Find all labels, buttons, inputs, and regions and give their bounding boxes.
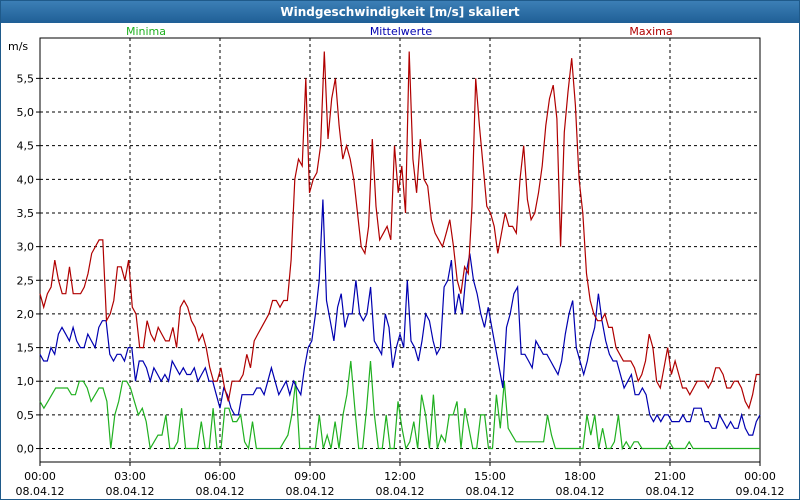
y-tick-label: 2,5 [17,274,35,287]
y-tick-label: 2,0 [17,308,35,321]
x-tick-time: 18:00 [564,470,596,483]
series-line-maxima [39,51,760,410]
x-tick-date: 08.04.12 [376,485,425,498]
chart-title: Windgeschwindigkeit [m/s] skaliert [1,1,799,23]
x-tick-date: 08.04.12 [646,485,695,498]
y-tick-label: 0,5 [17,409,35,422]
x-tick-time: 21:00 [654,470,686,483]
x-tick-date: 08.04.12 [286,485,335,498]
y-tick-label: 4,5 [17,140,35,153]
y-tick-label: 3,5 [17,207,35,220]
legend: Minima Mittelwerte Maxima [126,25,673,38]
legend-entry-mittelwerte: Mittelwerte [370,25,433,38]
x-tick-date: 08.04.12 [196,485,245,498]
series-lines [39,51,761,451]
y-tick-label: 5,5 [17,72,35,85]
x-tick-time: 15:00 [474,470,506,483]
legend-entry-minima: Minima [126,25,166,38]
x-tick-date: 08.04.12 [106,485,155,498]
x-tick-time: 00:00 [24,470,56,483]
x-tick-time: 09:00 [294,470,326,483]
y-tick-label: 3,0 [17,241,35,254]
y-tick-label: 0,0 [17,443,35,456]
y-tick-label: 4,0 [17,173,35,186]
legend-entry-maxima: Maxima [629,25,672,38]
y-axis-ticks: 0,0 0,5 1,0 1,5 2,0 2,5 3,0 3,5 4,0 4,5 5,0 5,5 [17,72,40,456]
x-axis-ticks: 00:00 08.04.12 03:00 08.04.12 06:00 08.04.12 0… [16,462,785,498]
y-tick-label: 5,0 [17,106,35,119]
y-axis-label: m/s [8,40,28,53]
y-tick-label: 1,5 [17,342,35,355]
x-tick-date: 08.04.12 [556,485,605,498]
x-tick-time: 03:00 [114,470,146,483]
x-tick-date: 08.04.12 [16,485,65,498]
x-tick-date: 09.04.12 [736,485,785,498]
series-line-mittelwerte [39,199,761,436]
x-tick-time: 00:00 [744,470,776,483]
series-line-minima [39,360,760,451]
x-tick-time: 12:00 [384,470,416,483]
y-tick-label: 1,0 [17,375,35,388]
x-tick-time: 06:00 [204,470,236,483]
x-tick-date: 08.04.12 [466,485,515,498]
